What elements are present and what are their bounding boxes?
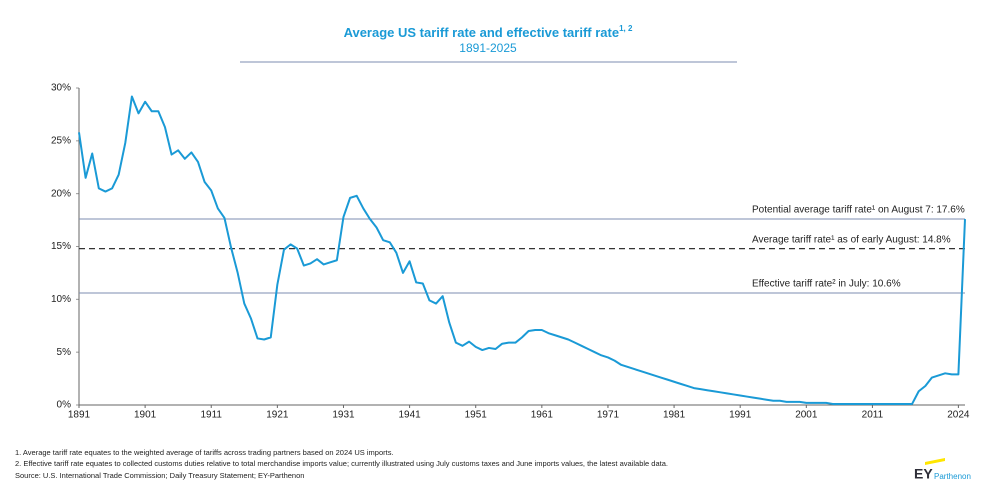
x-tick-label: 1911: [200, 410, 222, 421]
source: Source: U.S. International Trade Commiss…: [15, 471, 304, 480]
logo-name: Parthenon: [934, 472, 971, 481]
y-tick-label: 20%: [51, 188, 71, 199]
x-tick-label: 1891: [68, 410, 91, 421]
y-tick-label: 15%: [51, 241, 71, 252]
logo-brand: EY: [914, 466, 933, 482]
x-tick-label: 1901: [134, 410, 157, 421]
x-tick-label: 1971: [597, 410, 620, 421]
footnote: 2. Effective tariff rate equates to coll…: [15, 459, 668, 468]
x-tick-label: 1941: [398, 410, 421, 421]
x-tick-label: 1961: [531, 410, 554, 421]
y-tick-label: 25%: [51, 135, 71, 146]
x-tick-label: 1931: [332, 410, 355, 421]
chart-title: Average US tariff rate and effective tar…: [344, 24, 633, 40]
x-tick-label: 2001: [795, 410, 818, 421]
x-tick-label: 1951: [465, 410, 488, 421]
y-tick-label: 0%: [57, 400, 72, 411]
x-tick-label: 1981: [663, 410, 686, 421]
footnote: 1. Average tariff rate equates to the we…: [15, 448, 394, 457]
title-text: Average US tariff rate and effective tar…: [344, 25, 620, 40]
title-superscript: 1, 2: [619, 24, 633, 33]
x-tick-label: 2024: [947, 410, 970, 421]
logo-bar: [925, 458, 945, 465]
reference-label: Potential average tariff rate¹ on August…: [752, 205, 965, 216]
reference-label: Average tariff rate¹ as of early August:…: [752, 234, 951, 245]
y-tick-label: 10%: [51, 294, 71, 305]
x-tick-label: 1921: [266, 410, 289, 421]
y-tick-label: 5%: [57, 347, 72, 358]
reference-label: Effective tariff rate² in July: 10.6%: [752, 279, 901, 290]
x-tick-label: 1991: [729, 410, 752, 421]
y-tick-label: 30%: [51, 83, 71, 94]
series-line: [78, 95, 966, 405]
x-tick-label: 2011: [862, 410, 884, 421]
chart-subtitle: 1891-2025: [459, 41, 517, 55]
